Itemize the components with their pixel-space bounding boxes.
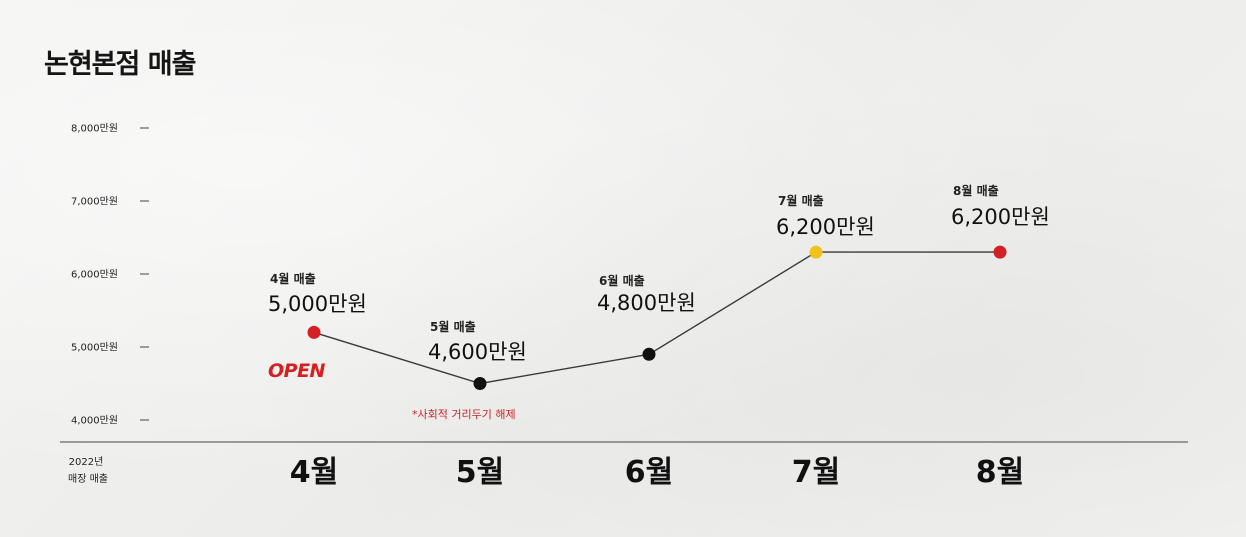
data-label-value: 4,600만원: [428, 340, 527, 364]
data-label-value: 6,200만원: [776, 215, 875, 239]
x-tick-label: 5월: [456, 455, 504, 490]
x-tick-label: 7월: [792, 455, 840, 490]
data-label-value: 5,000만원: [268, 292, 367, 316]
data-label-month: 6월 매출: [599, 273, 645, 288]
data-point: [473, 377, 487, 390]
data-label-month: 7월 매출: [778, 193, 824, 208]
x-tick-label: 4월: [290, 455, 338, 490]
data-label-value: 4,800만원: [597, 291, 696, 315]
data-point: [993, 245, 1007, 259]
annotation-note: *사회적 거리두기 해제: [412, 407, 516, 421]
data-label-value: 6,200만원: [951, 205, 1050, 229]
data-label-month: 8월 매출: [953, 183, 999, 198]
x-axis-caption-label: 매장 매출: [68, 473, 108, 485]
data-point: [307, 325, 321, 339]
series-line: [313, 251, 1000, 385]
y-tick-label: 4,000만원: [71, 415, 118, 427]
data-point: [809, 245, 823, 259]
data-label-month: 4월 매출: [270, 271, 316, 286]
x-tick-label: 8월: [976, 455, 1024, 490]
y-tick-label: 6,000만원: [71, 269, 118, 281]
data-point: [642, 347, 656, 361]
open-badge: OPEN: [268, 360, 326, 382]
x-tick-label: 6월: [625, 455, 673, 490]
y-tick-label: 8,000만원: [71, 123, 118, 135]
data-label-month: 5월 매출: [430, 319, 476, 334]
page-title: 논현본점 매출: [44, 49, 196, 80]
x-axis-caption-year: 2022년: [69, 456, 104, 468]
y-tick-label: 5,000만원: [71, 342, 118, 354]
y-tick-label: 7,000만원: [71, 196, 118, 208]
